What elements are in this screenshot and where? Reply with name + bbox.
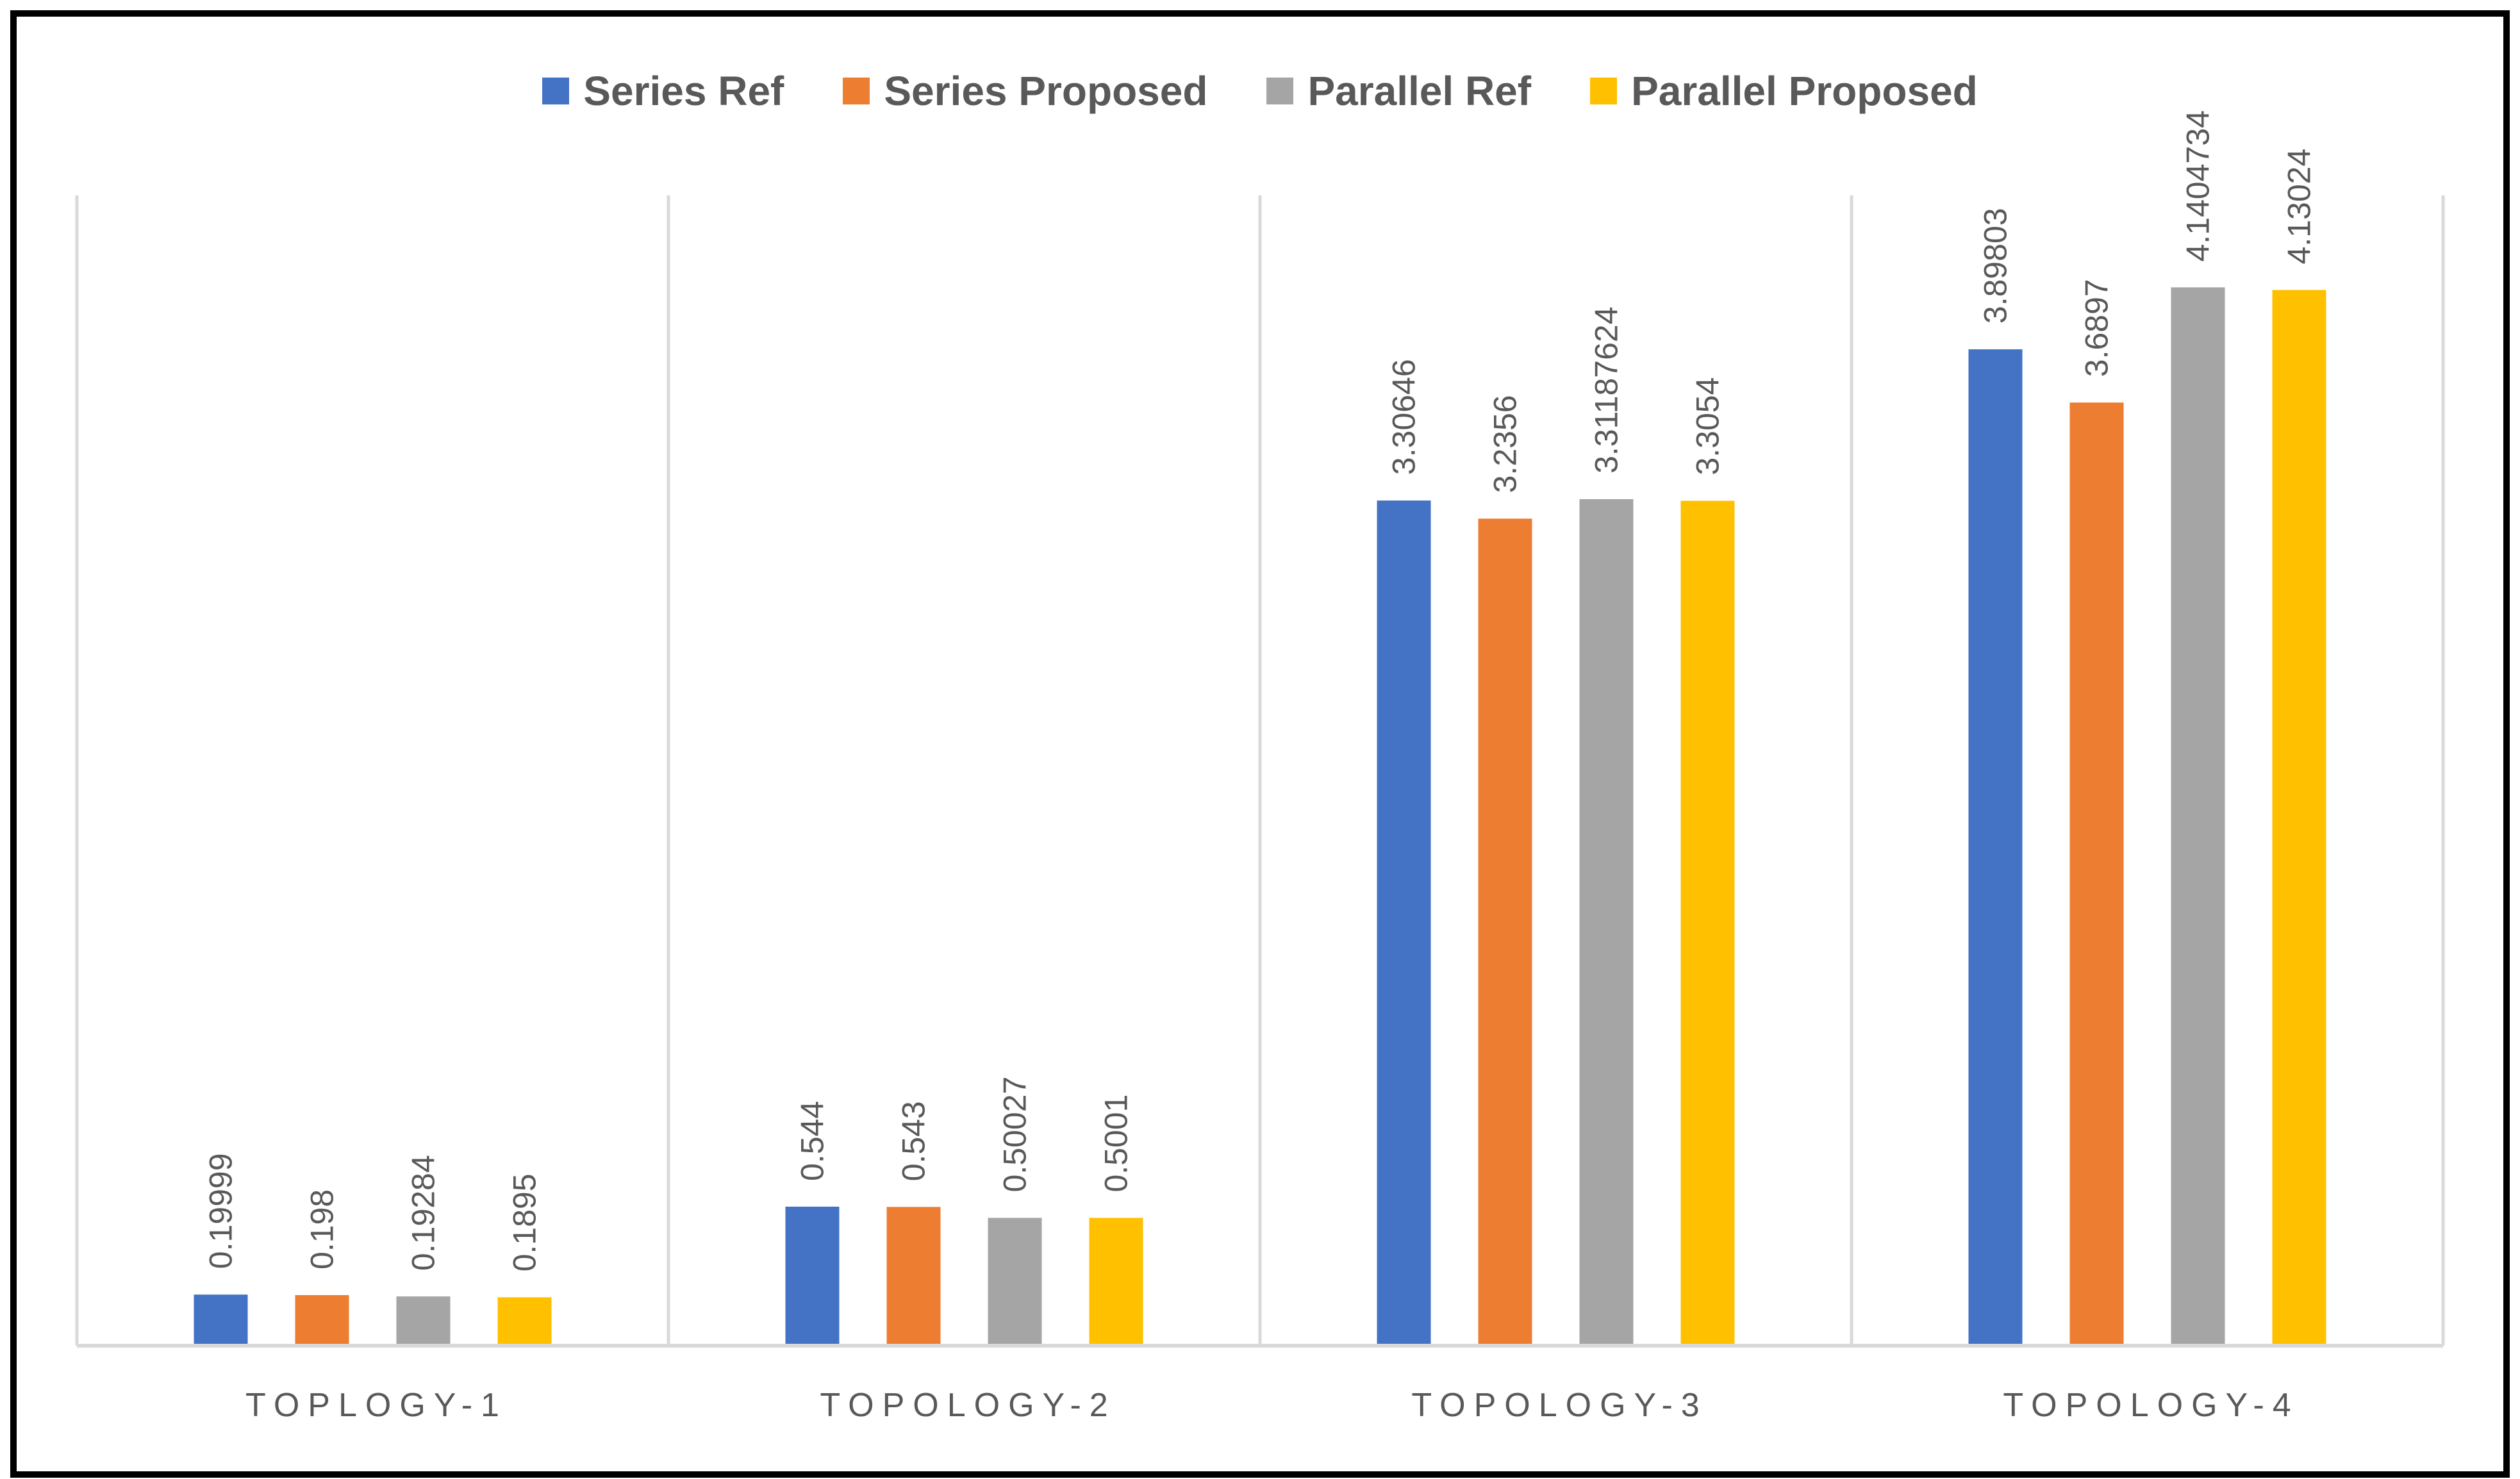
data-label-3-2: 3.2356 bbox=[1488, 395, 1523, 493]
bar-3-4 bbox=[1680, 500, 1735, 1346]
bar-2-4 bbox=[1089, 1218, 1143, 1346]
data-label-2-3: 0.50027 bbox=[997, 1077, 1033, 1193]
bar-4-4 bbox=[2272, 290, 2326, 1346]
data-label-3-4: 3.3054 bbox=[1690, 377, 1726, 475]
x-tick-label-2: TOPOLOGY-2 bbox=[820, 1387, 1116, 1424]
x-tick-label-4: TOPOLOGY-4 bbox=[2003, 1387, 2299, 1424]
data-label-1-2: 0.198 bbox=[304, 1189, 340, 1269]
chart-legend: Series Ref Series Proposed Parallel Ref Par… bbox=[0, 59, 2520, 123]
legend-label-4: Parallel Proposed bbox=[1631, 68, 1978, 114]
bar-1-4 bbox=[497, 1297, 552, 1346]
data-label-4-2: 3.6897 bbox=[2079, 279, 2115, 377]
x-tick-label-3: TOPOLOGY-3 bbox=[1411, 1387, 1707, 1424]
bar-1-2 bbox=[295, 1295, 349, 1346]
legend-item-2: Series Proposed bbox=[843, 67, 1207, 115]
legend-label-2: Series Proposed bbox=[884, 68, 1208, 114]
bar-1-3 bbox=[396, 1296, 451, 1346]
data-label-1-3: 0.19284 bbox=[406, 1155, 442, 1271]
data-label-4-3: 4.1404734 bbox=[2180, 110, 2216, 261]
bar-4-1 bbox=[1968, 349, 2023, 1346]
legend-swatch-3 bbox=[1266, 78, 1294, 104]
legend-item-1: Series Ref bbox=[542, 67, 784, 115]
x-tick-label-1: TOPLOGY-1 bbox=[245, 1387, 508, 1424]
bar-4-3 bbox=[2171, 287, 2225, 1346]
data-label-2-4: 0.5001 bbox=[1098, 1095, 1134, 1193]
data-label-4-4: 4.13024 bbox=[2282, 149, 2317, 265]
legend-swatch-4 bbox=[1590, 78, 1618, 104]
legend-item-4: Parallel Proposed bbox=[1590, 67, 1978, 115]
data-label-3-3: 3.31187624 bbox=[1589, 306, 1625, 473]
legend-label-1: Series Ref bbox=[583, 68, 784, 114]
bar-3-2 bbox=[1478, 518, 1532, 1346]
legend-item-3: Parallel Ref bbox=[1266, 67, 1531, 115]
data-label-2-2: 0.543 bbox=[896, 1101, 932, 1181]
bar-2-2 bbox=[886, 1207, 941, 1346]
legend-label-3: Parallel Ref bbox=[1307, 68, 1532, 114]
data-label-3-1: 3.30646 bbox=[1386, 359, 1422, 475]
bar-3-3 bbox=[1579, 499, 1634, 1346]
legend-swatch-1 bbox=[542, 78, 570, 104]
bar-2-1 bbox=[785, 1207, 840, 1346]
data-label-4-1: 3.89803 bbox=[1978, 208, 2014, 324]
legend-swatch-2 bbox=[843, 78, 870, 104]
data-label-2-1: 0.544 bbox=[795, 1101, 831, 1181]
data-label-1-4: 0.1895 bbox=[507, 1173, 543, 1271]
bar-3-1 bbox=[1377, 500, 1431, 1346]
bar-1-1 bbox=[194, 1294, 248, 1346]
data-label-1-1: 0.19999 bbox=[203, 1153, 239, 1269]
bar-4-2 bbox=[2069, 402, 2124, 1346]
bar-2-3 bbox=[988, 1218, 1042, 1346]
